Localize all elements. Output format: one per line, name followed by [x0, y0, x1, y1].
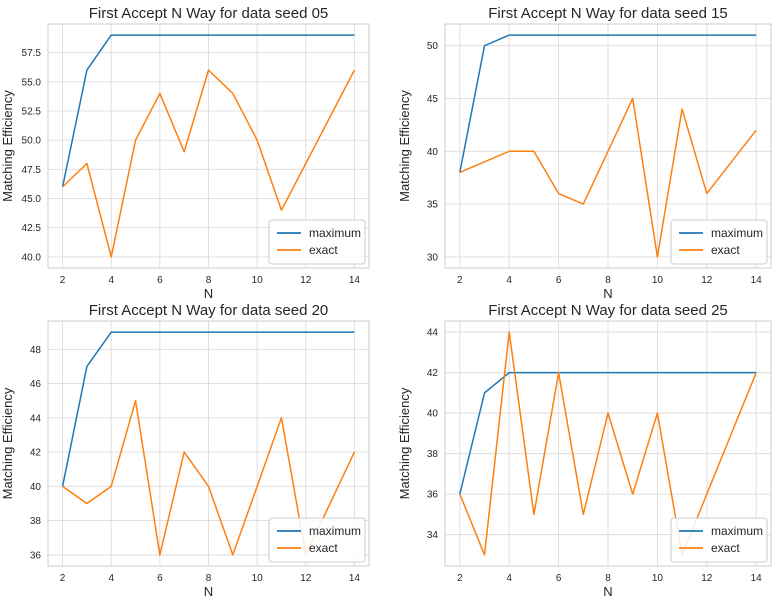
- series-line-maximum: [459, 371, 757, 495]
- chart-title: First Accept N Way for data seed 25: [488, 302, 728, 319]
- y-tick-label: 35: [427, 200, 439, 211]
- y-tick-label: 42: [30, 448, 42, 459]
- x-axis-label: N: [603, 286, 612, 301]
- x-axis-label: N: [603, 584, 612, 599]
- series-line-exact: [459, 331, 757, 556]
- y-tick-label: 40: [427, 147, 439, 158]
- series-line-maximum: [61, 331, 355, 487]
- x-tick-label: 2: [457, 275, 463, 286]
- y-tick-label: 45.0: [22, 194, 42, 205]
- x-tick-label: 12: [300, 275, 312, 286]
- y-tick-label: 34: [427, 530, 439, 541]
- legend-box: [268, 219, 366, 265]
- x-tick-label: 6: [157, 573, 163, 584]
- subplot-2: 2 4 6 8 10 12 14 30 35 40 45 50 First Accept N Way f…: [397, 5, 772, 301]
- plot-frame: [444, 23, 772, 269]
- y-tick-label: 40.0: [22, 252, 42, 263]
- y-tick-label: 50.0: [22, 136, 42, 147]
- plot-frame: [47, 23, 370, 269]
- y-tick-label: 40: [427, 409, 439, 420]
- y-tick-label: 46: [30, 379, 42, 390]
- x-tick-label: 4: [506, 573, 512, 584]
- y-tick-label: 44: [30, 413, 42, 424]
- x-tick-label: 12: [300, 573, 312, 584]
- y-axis-label: Matching Efficiency: [397, 90, 412, 202]
- x-tick-label: 8: [605, 573, 611, 584]
- y-tick-label: 36: [30, 550, 42, 561]
- y-tick-label: 38: [30, 516, 42, 527]
- legend-label-maximum: maximum: [309, 524, 361, 538]
- x-tick-label: 12: [701, 573, 713, 584]
- plot-frame: [47, 320, 370, 567]
- y-axis-label: Matching Efficiency: [0, 90, 15, 202]
- x-tick-label: 10: [252, 275, 264, 286]
- y-tick-label: 36: [427, 490, 439, 501]
- plot-frame: [444, 320, 772, 567]
- y-axis-label: Matching Efficiency: [397, 387, 412, 499]
- legend-label-maximum: maximum: [309, 226, 361, 240]
- y-tick-label: 55.0: [22, 77, 42, 88]
- subplot-4: 2 4 6 8 10 12 14 34 36 38 40 42 44 First Accept N Way…: [397, 302, 772, 599]
- chart-title: First Accept N Way for data seed 20: [89, 302, 329, 319]
- x-tick-label: 8: [206, 275, 212, 286]
- x-tick-label: 14: [349, 275, 361, 286]
- x-tick-label: 8: [605, 275, 611, 286]
- legend-label-exact: exact: [309, 541, 338, 555]
- y-tick-label: 48: [30, 345, 42, 356]
- y-tick-label: 44: [427, 328, 439, 339]
- series-line-exact: [459, 97, 757, 258]
- legend-label-exact: exact: [711, 243, 740, 257]
- y-tick-label: 30: [427, 252, 439, 263]
- legend-label-maximum: maximum: [711, 226, 763, 240]
- legend: maximum exact: [670, 517, 768, 563]
- x-tick-label: 10: [652, 275, 664, 286]
- legend-box: [670, 517, 768, 563]
- x-tick-label: 2: [457, 573, 463, 584]
- x-axis-label: N: [204, 286, 213, 301]
- y-tick-label: 47.5: [22, 165, 42, 176]
- legend: maximum exact: [670, 219, 768, 265]
- x-tick-label: 6: [157, 275, 163, 286]
- x-tick-label: 6: [556, 275, 562, 286]
- y-tick-label: 42: [427, 368, 439, 379]
- x-tick-label: 2: [60, 275, 66, 286]
- legend: maximum exact: [268, 219, 366, 265]
- legend-box: [268, 517, 366, 563]
- x-axis-label: N: [204, 584, 213, 599]
- chart-title: First Accept N Way for data seed 15: [488, 5, 728, 22]
- x-tick-label: 8: [206, 573, 212, 584]
- x-tick-label: 2: [60, 573, 66, 584]
- legend: maximum exact: [268, 517, 366, 563]
- x-tick-label: 10: [652, 573, 664, 584]
- chart-title: First Accept N Way for data seed 05: [89, 5, 329, 22]
- x-tick-label: 4: [506, 275, 512, 286]
- y-tick-label: 50: [427, 41, 439, 52]
- legend-label-maximum: maximum: [711, 524, 763, 538]
- y-tick-label: 38: [427, 449, 439, 460]
- legend-box: [670, 219, 768, 265]
- y-tick-label: 57.5: [22, 48, 42, 59]
- series-line-maximum: [459, 34, 757, 173]
- legend-label-exact: exact: [309, 243, 338, 257]
- series-line-maximum: [61, 34, 355, 188]
- x-tick-label: 14: [751, 275, 763, 286]
- x-tick-label: 4: [108, 573, 114, 584]
- x-tick-label: 6: [556, 573, 562, 584]
- y-axis-label: Matching Efficiency: [0, 387, 15, 499]
- x-tick-label: 14: [349, 573, 361, 584]
- y-tick-label: 52.5: [22, 106, 42, 117]
- x-tick-label: 12: [701, 275, 713, 286]
- series-line-exact: [62, 69, 356, 258]
- subplot-1: 2 4 6 8 10 12 14 40.0 42.5 45.0 47.5 50.0 52.5 55.0 57…: [0, 5, 370, 301]
- x-tick-label: 14: [751, 573, 763, 584]
- x-tick-label: 10: [252, 573, 264, 584]
- legend-label-exact: exact: [711, 541, 740, 555]
- x-tick-label: 4: [108, 275, 114, 286]
- y-tick-label: 42.5: [22, 223, 42, 234]
- y-tick-label: 40: [30, 482, 42, 493]
- y-tick-label: 45: [427, 94, 439, 105]
